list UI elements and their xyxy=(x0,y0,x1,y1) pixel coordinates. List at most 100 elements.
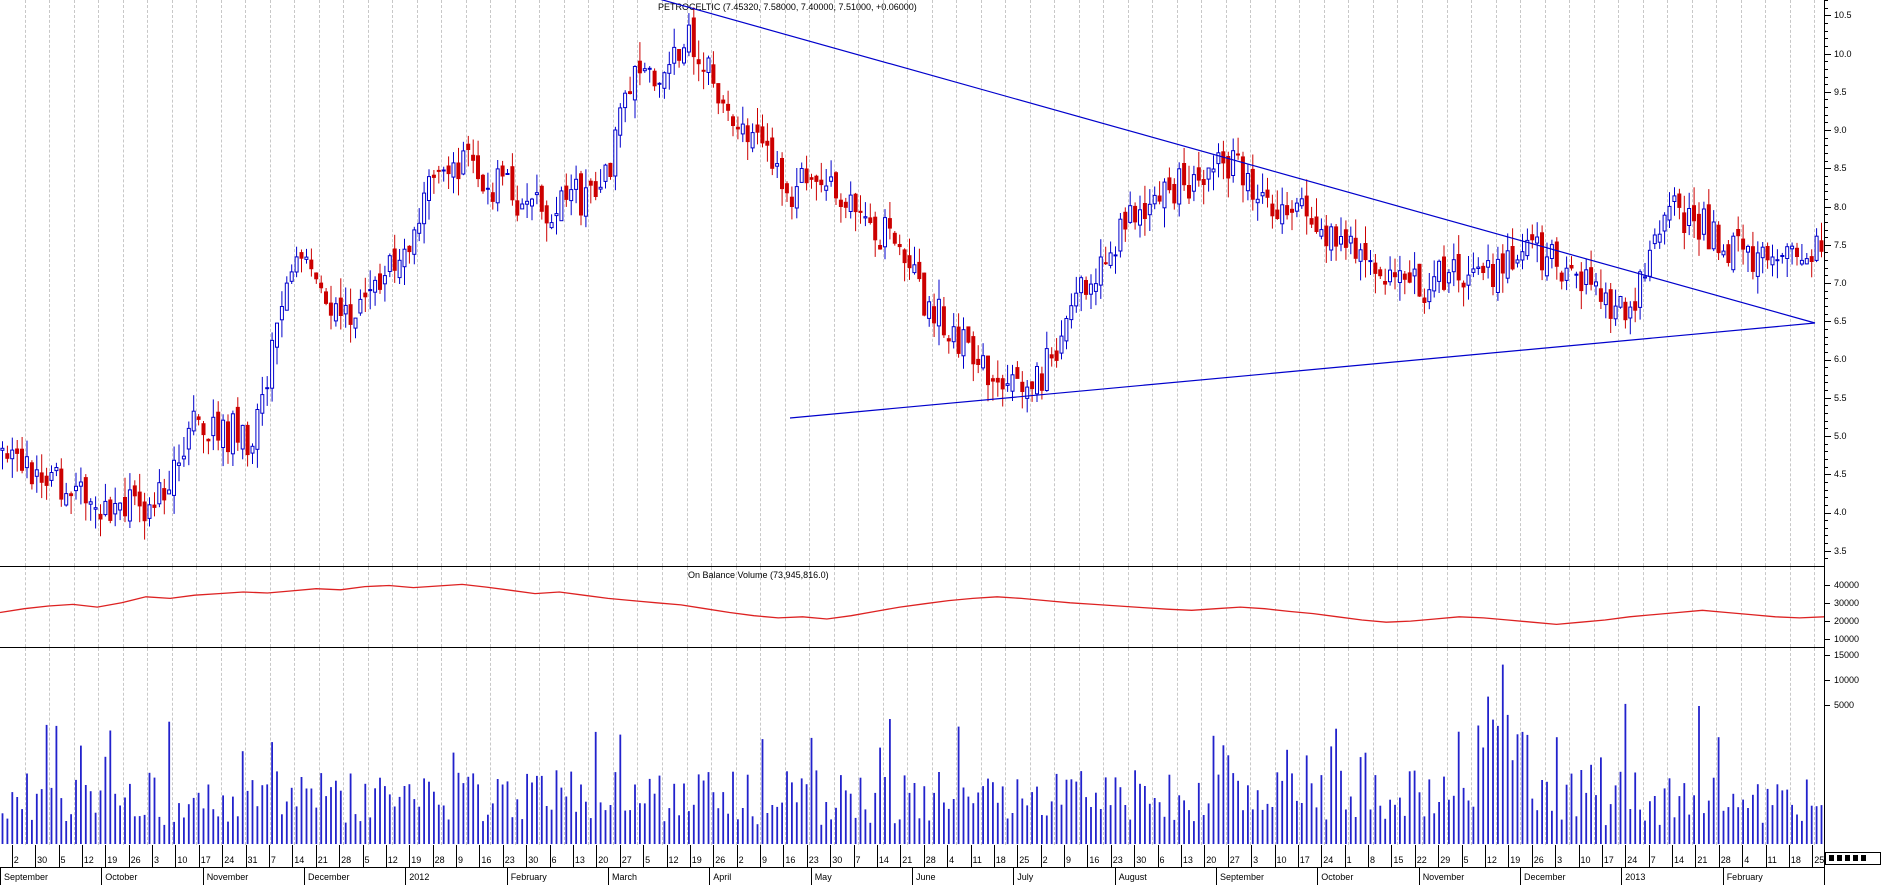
price-axis-tick xyxy=(1825,283,1831,284)
price-axis-tick xyxy=(1825,114,1828,116)
gridline xyxy=(1005,0,1007,566)
gridline xyxy=(367,567,369,647)
date-day-label: 14 xyxy=(294,855,305,865)
gridline xyxy=(1274,567,1276,647)
gridline xyxy=(1789,567,1791,647)
axis-tick xyxy=(1825,680,1830,681)
date-tick xyxy=(1064,845,1065,867)
gridline xyxy=(1544,0,1546,566)
volume-panel[interactable] xyxy=(0,648,1824,846)
date-tick xyxy=(596,845,598,867)
gridline xyxy=(907,0,909,566)
axis-tick xyxy=(1825,705,1830,706)
gridline xyxy=(539,648,541,845)
axis-tick xyxy=(1825,585,1830,586)
date-tick xyxy=(806,845,808,867)
gridline xyxy=(171,648,173,845)
axis-tick xyxy=(1825,603,1830,604)
gridline xyxy=(1152,648,1154,845)
gridline xyxy=(367,0,369,566)
gridline xyxy=(956,567,958,647)
date-day-label: 5 xyxy=(1463,855,1469,865)
price-axis-tick xyxy=(1825,481,1828,483)
month-label: July xyxy=(1017,872,1034,882)
price-axis-tick xyxy=(1825,504,1828,506)
price-axis-tick xyxy=(1825,168,1831,170)
date-day-label: 8 xyxy=(1370,855,1376,865)
gridline xyxy=(196,648,198,845)
gridline xyxy=(245,567,247,647)
gridline xyxy=(1348,567,1350,647)
price-axis-tick xyxy=(1825,512,1831,514)
gridline xyxy=(318,567,320,647)
month-separator xyxy=(810,867,812,885)
gridline xyxy=(294,567,296,647)
gridline xyxy=(1054,567,1056,647)
gridline xyxy=(931,648,933,845)
gridline xyxy=(1765,648,1767,845)
date-day-label: 19 xyxy=(691,855,702,865)
price-axis-tick-label: 5.5 xyxy=(1834,392,1847,403)
month-label: 2012 xyxy=(409,872,430,882)
price-axis-tick xyxy=(1825,214,1828,216)
date-day-label: 5 xyxy=(364,855,370,865)
month-label: December xyxy=(308,872,350,882)
gridline xyxy=(122,0,124,566)
gridline xyxy=(1029,648,1031,845)
price-axis-tick xyxy=(1825,76,1828,78)
month-label: October xyxy=(1321,872,1354,882)
gridline xyxy=(1667,0,1669,566)
date-tick xyxy=(666,845,668,867)
gridline xyxy=(1593,648,1595,845)
date-tick xyxy=(619,845,621,867)
date-day-label: 6 xyxy=(551,855,557,865)
price-panel[interactable]: PETROCELTIC (7.45320, 7.58000, 7.40000, … xyxy=(0,0,1824,567)
date-day-label: 30 xyxy=(37,855,48,865)
gridline xyxy=(1765,567,1767,647)
gridline xyxy=(833,648,835,845)
gridline xyxy=(171,0,173,566)
gridline xyxy=(294,648,296,845)
scroll-thumb[interactable] xyxy=(1825,852,1881,865)
gridline xyxy=(1054,648,1056,845)
price-axis-tick xyxy=(1825,183,1828,185)
date-tick xyxy=(1251,845,1253,867)
month-separator xyxy=(1418,867,1420,885)
gridline xyxy=(1740,567,1742,647)
right-value-axis[interactable]: 10.5 10.0 9.5 9.0 8.5 8.0 7.5 7.0 6.5 6.0 5.5 5.0 4.… xyxy=(1824,0,1883,885)
date-tick xyxy=(81,845,83,867)
volume-bar-series xyxy=(1,664,1823,844)
gridline xyxy=(1176,567,1178,647)
price-axis-tick xyxy=(1825,237,1828,239)
month-separator xyxy=(0,867,1,885)
obv-panel[interactable]: On Balance Volume (73,945,816.0) xyxy=(0,567,1825,648)
date-tick xyxy=(432,845,434,867)
price-axis-tick xyxy=(1825,405,1828,407)
gridline xyxy=(24,567,26,647)
month-separator xyxy=(912,867,913,885)
date-day-label: 5 xyxy=(645,855,651,865)
gridline xyxy=(1691,648,1693,845)
gridline xyxy=(490,567,492,647)
price-axis-tick-label: 6.0 xyxy=(1834,354,1847,365)
price-chart-title: PETROCELTIC (7.45320, 7.58000, 7.40000, … xyxy=(658,2,917,12)
gridline xyxy=(1471,567,1472,647)
price-axis-tick xyxy=(1825,558,1828,560)
gridline xyxy=(1421,0,1423,566)
price-axis-tick xyxy=(1825,436,1831,437)
gridline xyxy=(588,567,590,647)
date-axis[interactable]: 2 30 5 12 19 26 3 10 17 24 31 7 14 21 28 5 12 19 28 9 16 23 30… xyxy=(0,845,1824,885)
trendline-overlay[interactable] xyxy=(0,0,1824,566)
gridline xyxy=(1152,567,1154,647)
date-day-label: 19 xyxy=(411,855,422,865)
gridline xyxy=(416,567,418,647)
gridline xyxy=(858,648,860,845)
gridline xyxy=(931,567,933,647)
date-tick xyxy=(900,845,902,867)
gridline xyxy=(1127,0,1129,566)
date-day-label: 25 xyxy=(1814,855,1825,865)
gridline xyxy=(661,0,663,566)
gridline xyxy=(612,0,614,566)
gridline xyxy=(1225,648,1227,845)
